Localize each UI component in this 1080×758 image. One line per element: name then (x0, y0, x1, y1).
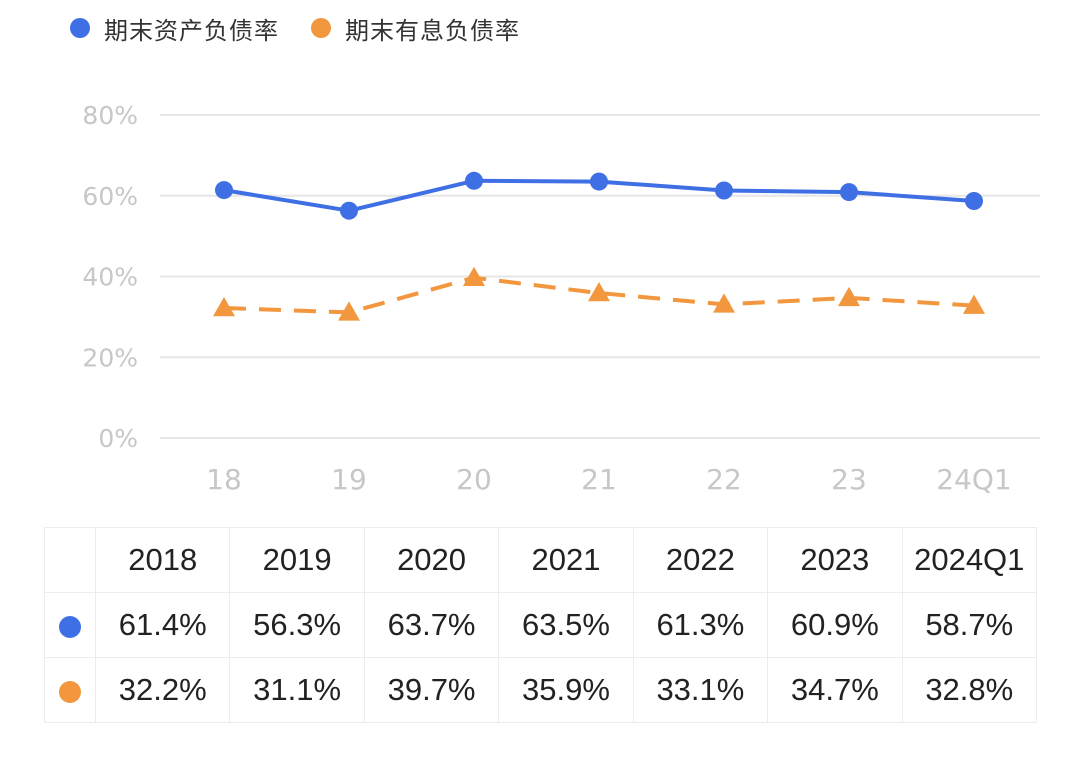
x-tick-label: 21 (581, 463, 617, 496)
table-corner-cell (44, 527, 96, 593)
table-cell: 32.2% (94, 657, 231, 723)
table-cell: 34.7% (767, 657, 903, 723)
table-cell: 61.3% (632, 592, 769, 658)
legend-dot-orange-icon (311, 18, 331, 38)
row-marker-cell (44, 657, 96, 723)
table-header-cell: 2023 (767, 527, 903, 593)
data-point (213, 296, 235, 317)
legend-item-interest-bearing: 期末有息负债率 (311, 11, 520, 46)
table-cell: 31.1% (229, 657, 365, 723)
series (213, 171, 985, 321)
data-point (715, 181, 733, 200)
y-tick-label: 40% (82, 263, 138, 292)
data-point (588, 282, 610, 302)
y-tick-label: 80% (82, 101, 138, 130)
legend-label-interest-bearing: 期末有息负债率 (345, 16, 520, 45)
blue-dot-icon (59, 615, 81, 638)
data-point (338, 301, 360, 321)
table-cell: 39.7% (363, 657, 500, 723)
data-point (713, 293, 735, 313)
table-cell: 58.7% (901, 592, 1038, 658)
table-cell: 63.7% (363, 592, 500, 658)
line-chart: 0% 20% 40% 60% 80% 18 19 20 21 22 23 24Q1 (82, 101, 1040, 496)
x-tick-label: 19 (331, 463, 367, 496)
y-tick-label: 0% (98, 424, 138, 453)
grid-lines (160, 114, 1040, 439)
data-point (840, 183, 858, 202)
table-header-cell: 2020 (363, 527, 500, 593)
row-marker-cell (44, 592, 96, 658)
data-point (340, 201, 358, 220)
legend: 期末资产负债率 期末有息负债率 (70, 10, 552, 46)
data-point (965, 191, 983, 210)
y-tick-label: 60% (82, 182, 138, 211)
table-cell: 35.9% (498, 657, 634, 723)
data-point (215, 181, 233, 200)
data-point (465, 171, 483, 190)
x-tick-label: 24Q1 (936, 463, 1011, 496)
table-header-cell: 2022 (632, 527, 769, 593)
data-table: 2018 2019 2020 2021 2022 2023 2024Q1 61.… (44, 527, 1038, 723)
data-point (463, 266, 485, 286)
table-header-row: 2018 2019 2020 2021 2022 2023 2024Q1 (44, 527, 1038, 593)
x-tick-label: 18 (206, 463, 242, 496)
table-header-cell: 2021 (498, 527, 634, 593)
table-cell: 32.8% (901, 657, 1038, 723)
table-row: 32.2% 31.1% 39.7% 35.9% 33.1% 34.7% 32.8… (44, 657, 1038, 723)
table-cell: 56.3% (229, 592, 365, 658)
y-axis-ticks: 0% 20% 40% 60% 80% (82, 101, 138, 453)
legend-label-asset-liability: 期末资产负债率 (104, 16, 279, 45)
x-tick-label: 20 (456, 463, 492, 496)
x-tick-label: 22 (706, 463, 742, 496)
table-header-cell: 2024Q1 (901, 527, 1038, 593)
table-cell: 60.9% (767, 592, 903, 658)
x-tick-label: 23 (831, 463, 867, 496)
data-point (590, 172, 608, 191)
legend-dot-blue-icon (70, 18, 90, 38)
table-cell: 61.4% (94, 592, 231, 658)
y-tick-label: 20% (82, 343, 138, 372)
orange-dot-icon (59, 680, 81, 703)
data-point (838, 286, 860, 307)
table-header-cell: 2018 (94, 527, 231, 593)
table-header-cell: 2019 (229, 527, 365, 593)
table-row: 61.4% 56.3% 63.7% 63.5% 61.3% 60.9% 58.7… (44, 592, 1038, 658)
x-axis-ticks: 18 19 20 21 22 23 24Q1 (206, 463, 1012, 496)
legend-item-asset-liability: 期末资产负债率 (70, 11, 279, 46)
data-point (963, 294, 985, 314)
table-cell: 33.1% (632, 657, 769, 723)
table-cell: 63.5% (498, 592, 634, 658)
